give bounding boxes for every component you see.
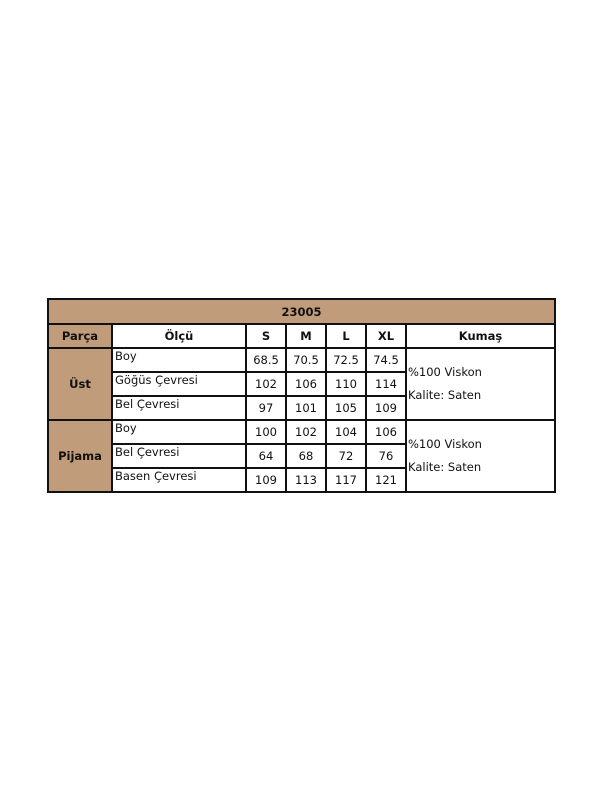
size-value-cell: 110	[325, 371, 367, 397]
header-olcu: Ölçü	[111, 323, 247, 349]
size-value-cell: 105	[325, 395, 367, 421]
size-value-cell: 106	[365, 419, 407, 445]
fabric-cell: %100 Viskon Kalite: Saten	[404, 419, 557, 493]
size-value-cell: 76	[365, 443, 407, 469]
size-value-cell: 64	[245, 443, 287, 469]
measure-cell: Basen Çevresi	[111, 467, 247, 493]
fabric-quality: Kalite: Saten	[408, 460, 482, 474]
size-value-cell: 104	[325, 419, 367, 445]
size-value-cell: 106	[285, 371, 327, 397]
table-row: Bel Çevresi 64 68 72 76	[48, 443, 555, 469]
fabric-composition: %100 Viskon	[408, 437, 482, 451]
size-value-cell: 100	[245, 419, 287, 445]
size-chart-table: 23005 Parça Ölçü S M L XL Kumaş Üst Boy 68…	[46, 298, 557, 493]
table-row: Bel Çevresi 97 101 105 109	[48, 395, 555, 421]
size-value-cell: 97	[245, 395, 287, 421]
header-s: S	[245, 323, 287, 349]
header-row: Parça Ölçü S M L XL Kumaş	[47, 323, 557, 349]
size-value-cell: 68.5	[245, 347, 287, 373]
fabric-cell: %100 Viskon Kalite: Saten	[404, 347, 557, 421]
fabric-composition: %100 Viskon	[408, 365, 482, 379]
size-value-cell: 72.5	[325, 347, 367, 373]
header-kumas: Kumaş	[404, 323, 557, 349]
header-l: L	[325, 323, 367, 349]
size-value-cell: 74.5	[365, 347, 407, 373]
size-value-cell: 109	[365, 395, 407, 421]
size-value-cell: 113	[285, 467, 327, 493]
size-value-cell: 117	[325, 467, 367, 493]
header-m: M	[285, 323, 327, 349]
size-value-cell: 109	[245, 467, 287, 493]
size-value-cell: 101	[285, 395, 327, 421]
size-value-cell: 102	[285, 419, 327, 445]
size-value-cell: 70.5	[285, 347, 327, 373]
measure-cell: Boy	[111, 419, 247, 445]
header-xl: XL	[365, 323, 407, 349]
measure-cell: Bel Çevresi	[111, 395, 247, 421]
measure-cell: Göğüs Çevresi	[111, 371, 247, 397]
measure-cell: Bel Çevresi	[111, 443, 247, 469]
size-value-cell: 72	[325, 443, 367, 469]
size-value-cell: 68	[285, 443, 327, 469]
size-value-cell: 114	[365, 371, 407, 397]
table-row: Göğüs Çevresi 102 106 110 114	[48, 371, 555, 397]
table-row: Pijama Boy 100 102 104 106 %100 Viskon Kalite: …	[47, 419, 557, 493]
part-cell: Pijama	[47, 419, 113, 493]
part-cell: Üst	[47, 347, 113, 421]
table-row: Üst Boy 68.5 70.5 72.5 74.5 %100 Viskon Kalite:…	[47, 347, 557, 421]
measure-cell: Boy	[111, 347, 247, 373]
table-title: 23005	[46, 298, 557, 325]
table-row: Basen Çevresi 109 113 117 121	[48, 467, 555, 493]
size-value-cell: 121	[365, 467, 407, 493]
fabric-quality: Kalite: Saten	[408, 388, 482, 402]
size-value-cell: 102	[245, 371, 287, 397]
header-parca: Parça	[47, 323, 113, 349]
